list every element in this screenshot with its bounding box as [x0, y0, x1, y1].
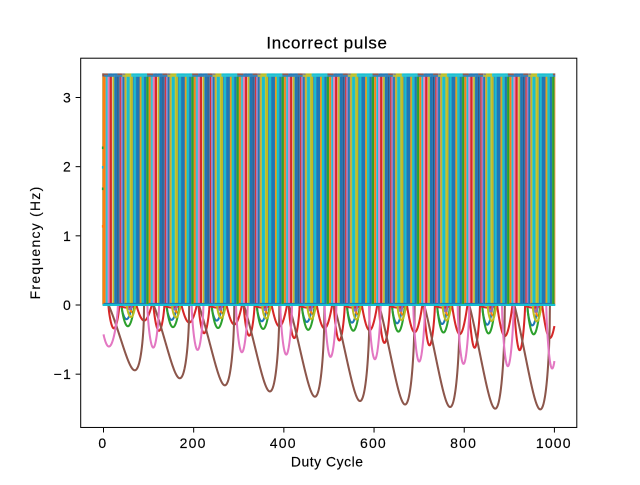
svg-text:800: 800	[450, 435, 477, 451]
svg-text:Frequency (Hz): Frequency (Hz)	[27, 185, 43, 299]
svg-text:400: 400	[270, 435, 297, 451]
svg-text:1000: 1000	[536, 435, 572, 451]
svg-text:600: 600	[360, 435, 387, 451]
svg-text:2: 2	[63, 159, 72, 175]
svg-text:200: 200	[180, 435, 207, 451]
svg-text:−1: −1	[54, 366, 72, 382]
svg-text:0: 0	[98, 435, 107, 451]
svg-text:Incorrect pulse: Incorrect pulse	[266, 34, 387, 53]
svg-text:1: 1	[63, 228, 72, 244]
svg-text:3: 3	[63, 89, 72, 105]
svg-text:Duty Cycle: Duty Cycle	[291, 453, 364, 469]
svg-text:0: 0	[63, 297, 72, 313]
